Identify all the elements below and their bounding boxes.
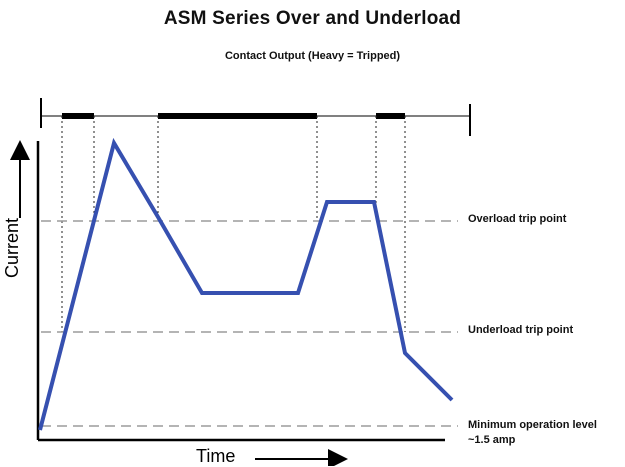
axes <box>10 140 445 466</box>
diagram-title: ASM Series Over and Underload <box>163 8 462 29</box>
x-axis-label: Time <box>196 446 236 466</box>
minimum-level-label: Minimum operation level <box>468 419 597 431</box>
level-lines <box>41 220 458 427</box>
current-waveform <box>38 137 454 431</box>
overload-trip-label: Overload trip point <box>468 213 567 225</box>
underload-trip-label: Underload trip point <box>468 324 574 336</box>
y-axis-label: Current <box>2 217 22 278</box>
diagram-subtitle: Contact Output (Heavy = Tripped) <box>224 50 401 62</box>
contact-output-timeline <box>40 98 471 136</box>
transition-guides <box>61 116 406 332</box>
minimum-level-amp-label: ~1.5 amp <box>468 434 516 446</box>
